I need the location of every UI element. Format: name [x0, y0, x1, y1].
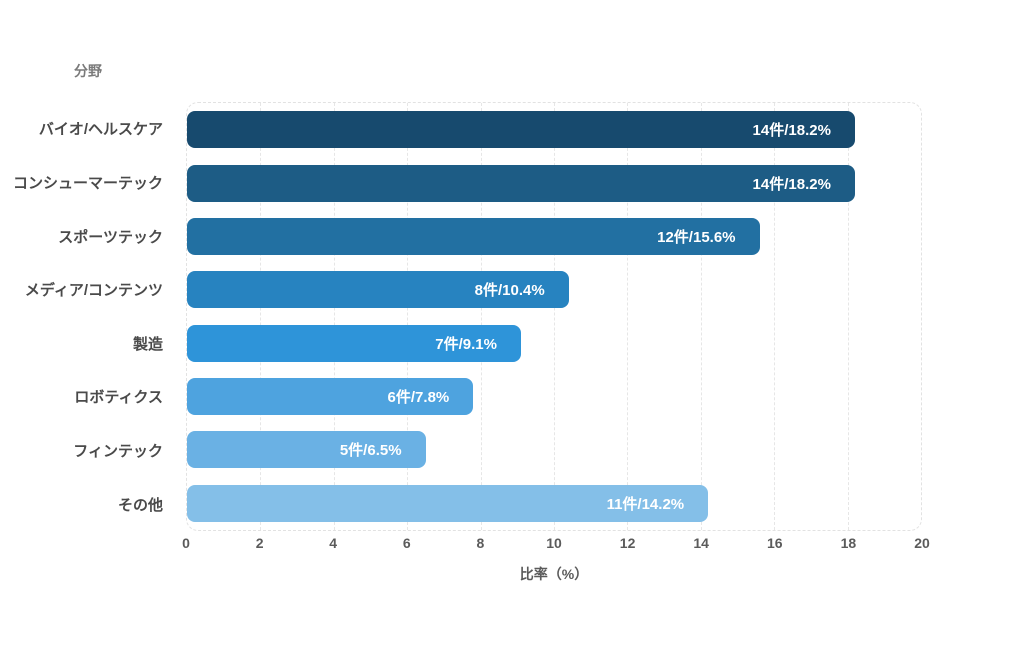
bar-value-label: 8件/10.4%	[474, 282, 545, 300]
gridline	[627, 103, 629, 530]
bar-3[interactable]: 8件/10.4%	[187, 271, 569, 309]
gridline	[333, 103, 335, 530]
x-tick-label: 2	[255, 535, 264, 551]
bar-value-label: 12件/15.6%	[657, 228, 736, 246]
x-tick-label: 20	[914, 535, 930, 551]
gridline	[700, 103, 702, 530]
x-tick-label: 10	[546, 535, 562, 551]
gridline	[847, 103, 849, 530]
bar-6[interactable]: 5件/6.5%	[187, 431, 426, 469]
bar-5[interactable]: 6件/7.8%	[187, 378, 474, 416]
category-label: スポーツテック	[58, 228, 163, 246]
x-tick-label: 8	[476, 535, 485, 551]
category-labels: バイオ/ヘルスケアコンシューマーテックスポーツテックメディア/コンテンツ製造ロボ…	[0, 102, 175, 531]
bar-row: 11件/14.2%	[187, 477, 921, 530]
category-label: メディア/コンテンツ	[24, 282, 163, 300]
x-tick-label: 16	[767, 535, 783, 551]
bar-value-label: 14件/18.2%	[752, 122, 831, 140]
bar-row: 8件/10.4%	[187, 263, 921, 316]
bar-row: 6件/7.8%	[187, 370, 921, 423]
bar-4[interactable]: 7件/9.1%	[187, 324, 521, 362]
x-tick-label: 14	[693, 535, 709, 551]
bars: 14件/18.2% 14件/18.2% 12件/15.6% 8件/10.4% 7件/9.…	[187, 103, 921, 530]
x-tick-label: 4	[329, 535, 338, 551]
gridline	[480, 103, 482, 530]
bar-value-label: 7件/9.1%	[435, 335, 497, 353]
bar-row: 7件/9.1%	[187, 317, 921, 370]
x-tick-label: 12	[619, 535, 636, 551]
bar-0[interactable]: 14件/18.2%	[187, 111, 855, 149]
category-label: ロボティクス	[74, 389, 163, 407]
x-tick-label: 0	[182, 535, 190, 551]
plot-area: 14件/18.2% 14件/18.2% 12件/15.6% 8件/10.4% 7件/9.…	[186, 102, 922, 531]
category-label: 製造	[132, 335, 163, 353]
category-label: バイオ/ヘルスケア	[38, 121, 163, 139]
gridline	[407, 103, 409, 530]
gridline	[774, 103, 776, 530]
x-tick-label: 18	[840, 535, 857, 551]
x-axis-title: 比率（%）	[519, 566, 589, 582]
category-label: その他	[117, 496, 163, 514]
category-label: フィンテック	[73, 443, 163, 461]
bar-value-label: 5件/6.5%	[339, 442, 402, 460]
category-label: コンシューマーテック	[12, 174, 163, 192]
bar-value-label: 14件/18.2%	[752, 175, 831, 193]
bar-2[interactable]: 12件/15.6%	[187, 217, 760, 255]
bar-row: 5件/6.5%	[187, 423, 921, 476]
bar-value-label: 11件/14.2%	[606, 495, 685, 513]
bar-row: 14件/18.2%	[187, 103, 921, 156]
bar-row: 12件/15.6%	[187, 210, 921, 263]
gridline	[554, 103, 555, 530]
x-axis-ticks: 0 2 4 6 8 10 12 14 16 18 20	[182, 535, 930, 555]
bar-7[interactable]: 11件/14.2%	[187, 484, 709, 522]
bar-1[interactable]: 14件/18.2%	[187, 164, 855, 202]
gridline	[260, 103, 262, 530]
bar-value-label: 6件/7.8%	[387, 389, 450, 407]
y-axis-title: 分野	[74, 63, 102, 79]
bar-row: 14件/18.2%	[187, 156, 921, 209]
x-tick-label: 6	[402, 535, 411, 551]
